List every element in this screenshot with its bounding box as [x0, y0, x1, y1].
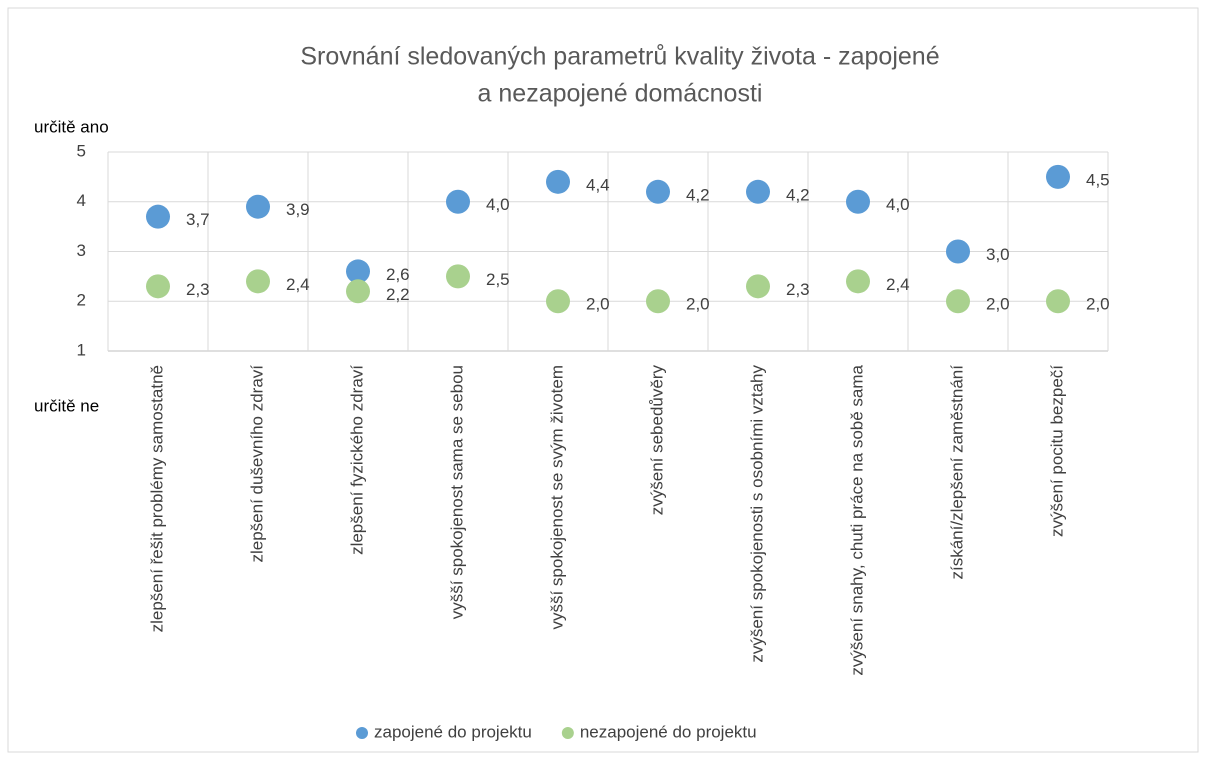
- x-tick-label: zvýšení spokojenosti s osobními vztahy: [747, 365, 766, 663]
- dot: [546, 169, 570, 194]
- y-tick-label: 4: [77, 191, 86, 210]
- chart-title: Srovnání sledovaných parametrů kvality ž…: [300, 43, 939, 71]
- dot: [1046, 289, 1070, 314]
- x-tick-label: zlepšení řešit problémy samostatně: [147, 365, 166, 632]
- data-label: 4,2: [686, 185, 710, 204]
- dot: [546, 289, 570, 314]
- x-tick-label: zvýšení sebedůvěry: [647, 365, 666, 516]
- data-label: 2,3: [186, 280, 210, 299]
- x-tick-label: zlepšení duševního zdraví: [247, 365, 266, 563]
- data-label: 2,4: [286, 275, 310, 294]
- data-label: 2,0: [1086, 295, 1110, 314]
- legend-swatch: [561, 727, 574, 739]
- data-label: 3,9: [286, 200, 310, 219]
- data-label: 4,4: [586, 175, 610, 194]
- legend-label: nezapojené do projektu: [580, 722, 757, 741]
- dot: [746, 274, 770, 299]
- dot: [846, 189, 870, 214]
- annotation: určitě ano: [34, 117, 109, 136]
- data-label: 4,5: [1086, 170, 1110, 189]
- data-label: 2,3: [786, 280, 810, 299]
- x-tick-label: vyšší spokojenost sama se sebou: [447, 365, 466, 619]
- dot: [446, 189, 470, 214]
- data-label: 4,2: [786, 185, 810, 204]
- x-tick-label: zvýšení snahy, chuti práce na sobě sama: [847, 364, 866, 675]
- x-tick-label: získání/zlepšení zaměstnání: [947, 365, 966, 580]
- chart-title: a nezapojené domácnosti: [478, 80, 763, 108]
- data-label: 2,2: [386, 285, 410, 304]
- dot: [146, 274, 170, 299]
- legend-swatch: [356, 727, 368, 739]
- data-label: 2,4: [886, 275, 910, 294]
- dot: [746, 179, 770, 204]
- y-tick-label: 3: [77, 241, 86, 260]
- annotation: určitě ne: [34, 396, 99, 415]
- data-label: 2,0: [586, 295, 610, 314]
- data-label: 3,7: [186, 210, 210, 229]
- dot: [946, 239, 970, 264]
- data-label: 2,0: [686, 295, 710, 314]
- dot: [246, 269, 270, 294]
- dot: [646, 289, 670, 314]
- x-tick-label: zlepšení fyzického zdraví: [347, 365, 366, 555]
- data-label: 2,5: [486, 270, 510, 289]
- dot: [946, 289, 970, 314]
- dot: [346, 259, 370, 284]
- dot: [246, 194, 270, 219]
- x-tick-label: vyšší spokojenost se svým životem: [547, 365, 566, 630]
- dot: [346, 279, 370, 304]
- x-tick-label: zvýšení pocitu bezpečí: [1047, 365, 1066, 537]
- dot: [1046, 164, 1070, 189]
- dot: [446, 264, 470, 289]
- dot: [146, 204, 170, 229]
- y-tick-label: 5: [77, 141, 86, 160]
- data-label: 4,0: [486, 195, 510, 214]
- data-label: 3,0: [986, 245, 1010, 264]
- legend-label: zapojené do projektu: [374, 722, 532, 741]
- data-label: 4,0: [886, 195, 910, 214]
- dot: [846, 269, 870, 294]
- data-label: 2,0: [986, 295, 1010, 314]
- chart-frame: [7, 7, 1199, 753]
- data-label: 2,6: [386, 265, 410, 284]
- dot: [646, 179, 670, 204]
- y-tick-label: 1: [77, 340, 86, 359]
- y-tick-label: 2: [77, 291, 86, 310]
